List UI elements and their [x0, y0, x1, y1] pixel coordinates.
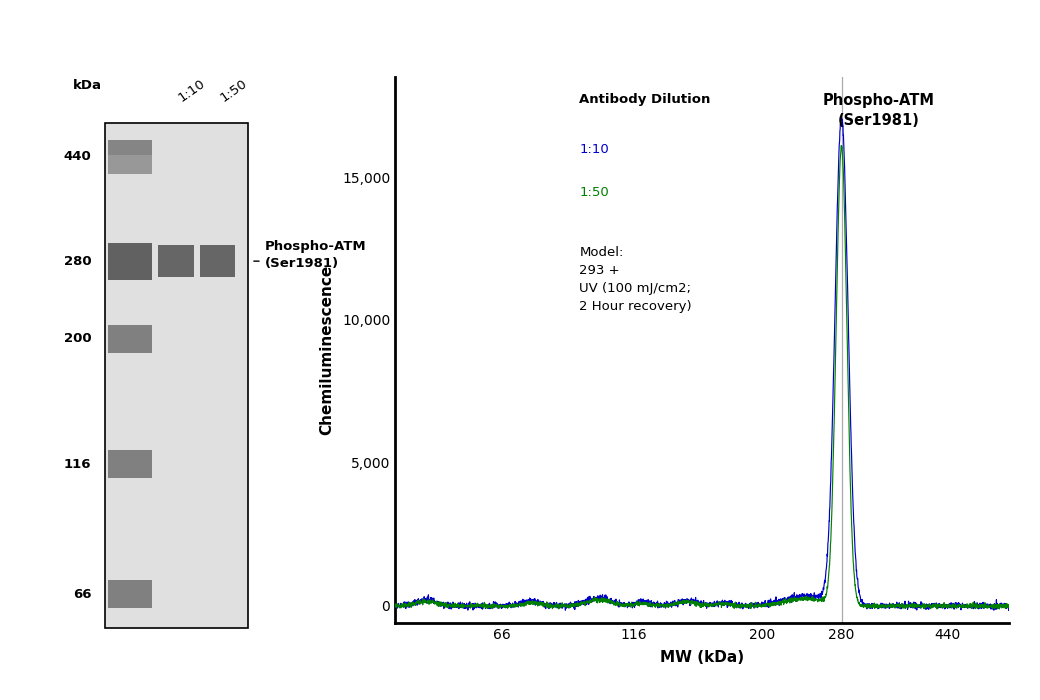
X-axis label: MW (kDa): MW (kDa) — [660, 650, 744, 665]
Bar — [108, 325, 152, 353]
Text: Phospho-ATM
(Ser1981): Phospho-ATM (Ser1981) — [264, 240, 366, 270]
Text: 1:50: 1:50 — [579, 186, 609, 200]
Text: 1:50: 1:50 — [217, 77, 250, 104]
Bar — [108, 155, 152, 174]
Text: 1:10: 1:10 — [579, 143, 609, 155]
Text: 200: 200 — [63, 332, 92, 345]
Text: Antibody Dilution: Antibody Dilution — [579, 93, 710, 106]
Bar — [108, 580, 152, 608]
Text: 280: 280 — [63, 255, 92, 267]
Text: Model:
293 +
UV (100 mJ/cm2;
2 Hour recovery): Model: 293 + UV (100 mJ/cm2; 2 Hour reco… — [579, 246, 692, 314]
Bar — [108, 243, 152, 279]
Text: kDa: kDa — [73, 79, 102, 92]
Bar — [200, 245, 235, 277]
Bar — [108, 140, 152, 174]
Y-axis label: Chemiluminescence: Chemiluminescence — [318, 265, 334, 435]
Text: 116: 116 — [64, 458, 92, 471]
Text: 440: 440 — [63, 150, 92, 164]
Text: Phospho-ATM
(Ser1981): Phospho-ATM (Ser1981) — [823, 93, 934, 128]
Bar — [158, 245, 193, 277]
Bar — [108, 450, 152, 478]
Text: 1:10: 1:10 — [176, 77, 208, 104]
Text: 66: 66 — [73, 588, 92, 601]
Bar — [105, 123, 249, 628]
